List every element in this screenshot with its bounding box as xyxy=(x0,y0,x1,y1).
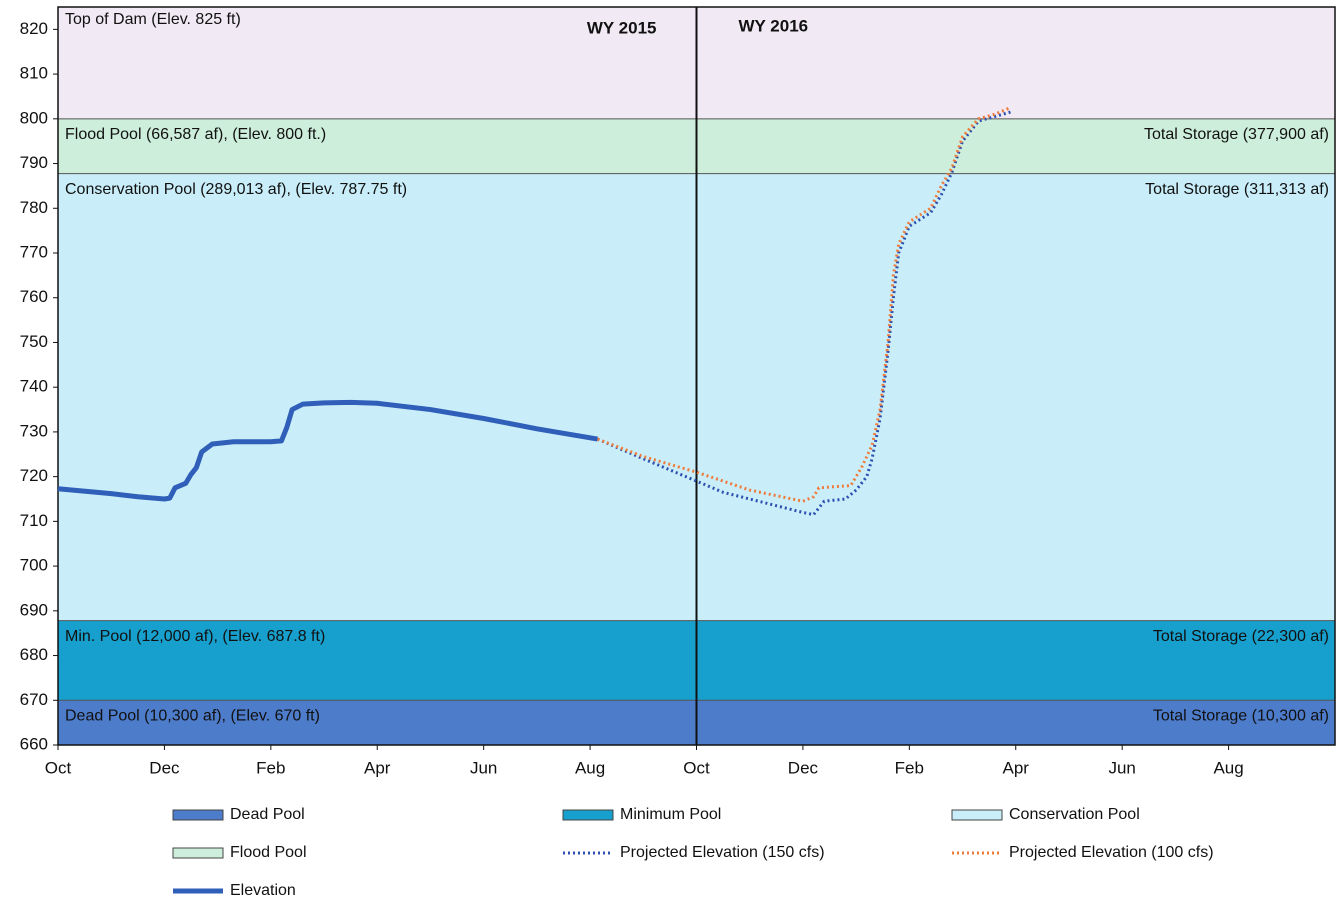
legend-label: Flood Pool xyxy=(230,844,307,861)
x-tick-label: Aug xyxy=(1213,758,1243,777)
y-tick-label: 760 xyxy=(20,287,48,306)
legend-swatch xyxy=(951,809,1003,821)
legend-label: Conservation Pool xyxy=(1009,806,1140,823)
storage-label: Total Storage (377,900 af) xyxy=(1144,126,1329,143)
legend-label: Projected Elevation (100 cfs) xyxy=(1009,844,1214,861)
annotation: WY 2015 xyxy=(587,18,657,37)
y-tick-label: 700 xyxy=(20,556,48,575)
band-label: Top of Dam (Elev. 825 ft) xyxy=(65,11,241,28)
legend-label: Dead Pool xyxy=(230,806,305,823)
storage-label: Total Storage (10,300 af) xyxy=(1153,707,1329,724)
y-tick-label: 740 xyxy=(20,377,48,396)
legend-swatch xyxy=(562,809,614,821)
band-label: Min. Pool (12,000 af), (Elev. 687.8 ft) xyxy=(65,628,325,645)
x-tick-label: Apr xyxy=(1003,758,1030,777)
band-label: Dead Pool (10,300 af), (Elev. 670 ft) xyxy=(65,707,320,724)
x-tick-label: Jun xyxy=(1108,758,1135,777)
y-tick-label: 820 xyxy=(20,19,48,38)
x-tick-label: Dec xyxy=(149,758,180,777)
storage-label: Total Storage (22,300 af) xyxy=(1153,628,1329,645)
legend-label: Minimum Pool xyxy=(620,806,721,823)
legend-label: Projected Elevation (150 cfs) xyxy=(620,844,825,861)
x-tick-label: Jun xyxy=(470,758,497,777)
x-tick-label: Oct xyxy=(45,758,72,777)
y-tick-label: 780 xyxy=(20,198,48,217)
band-label: Flood Pool (66,587 af), (Elev. 800 ft.) xyxy=(65,126,326,143)
x-tick-label: Feb xyxy=(895,758,924,777)
band-label: Conservation Pool (289,013 af), (Elev. 7… xyxy=(65,181,407,198)
y-tick-label: 710 xyxy=(20,511,48,530)
annotation: WY 2016 xyxy=(739,16,809,35)
y-tick-label: 800 xyxy=(20,108,48,127)
x-tick-label: Oct xyxy=(683,758,710,777)
x-tick-label: Feb xyxy=(256,758,285,777)
y-tick-label: 770 xyxy=(20,242,48,261)
x-tick-label: Aug xyxy=(575,758,605,777)
y-tick-label: 730 xyxy=(20,421,48,440)
legend-swatch xyxy=(172,809,224,821)
x-tick-label: Dec xyxy=(788,758,819,777)
y-tick-label: 810 xyxy=(20,64,48,83)
legend-label: Elevation xyxy=(230,882,296,899)
y-tick-label: 690 xyxy=(20,600,48,619)
y-tick-label: 720 xyxy=(20,466,48,485)
legend-swatch xyxy=(172,847,224,859)
y-tick-label: 660 xyxy=(20,734,48,753)
storage-label: Total Storage (311,313 af) xyxy=(1145,181,1329,198)
x-tick-label: Apr xyxy=(364,758,391,777)
y-tick-label: 680 xyxy=(20,645,48,664)
series-line xyxy=(57,399,598,502)
y-tick-label: 790 xyxy=(20,153,48,172)
y-tick-label: 750 xyxy=(20,332,48,351)
y-tick-label: 670 xyxy=(20,690,48,709)
